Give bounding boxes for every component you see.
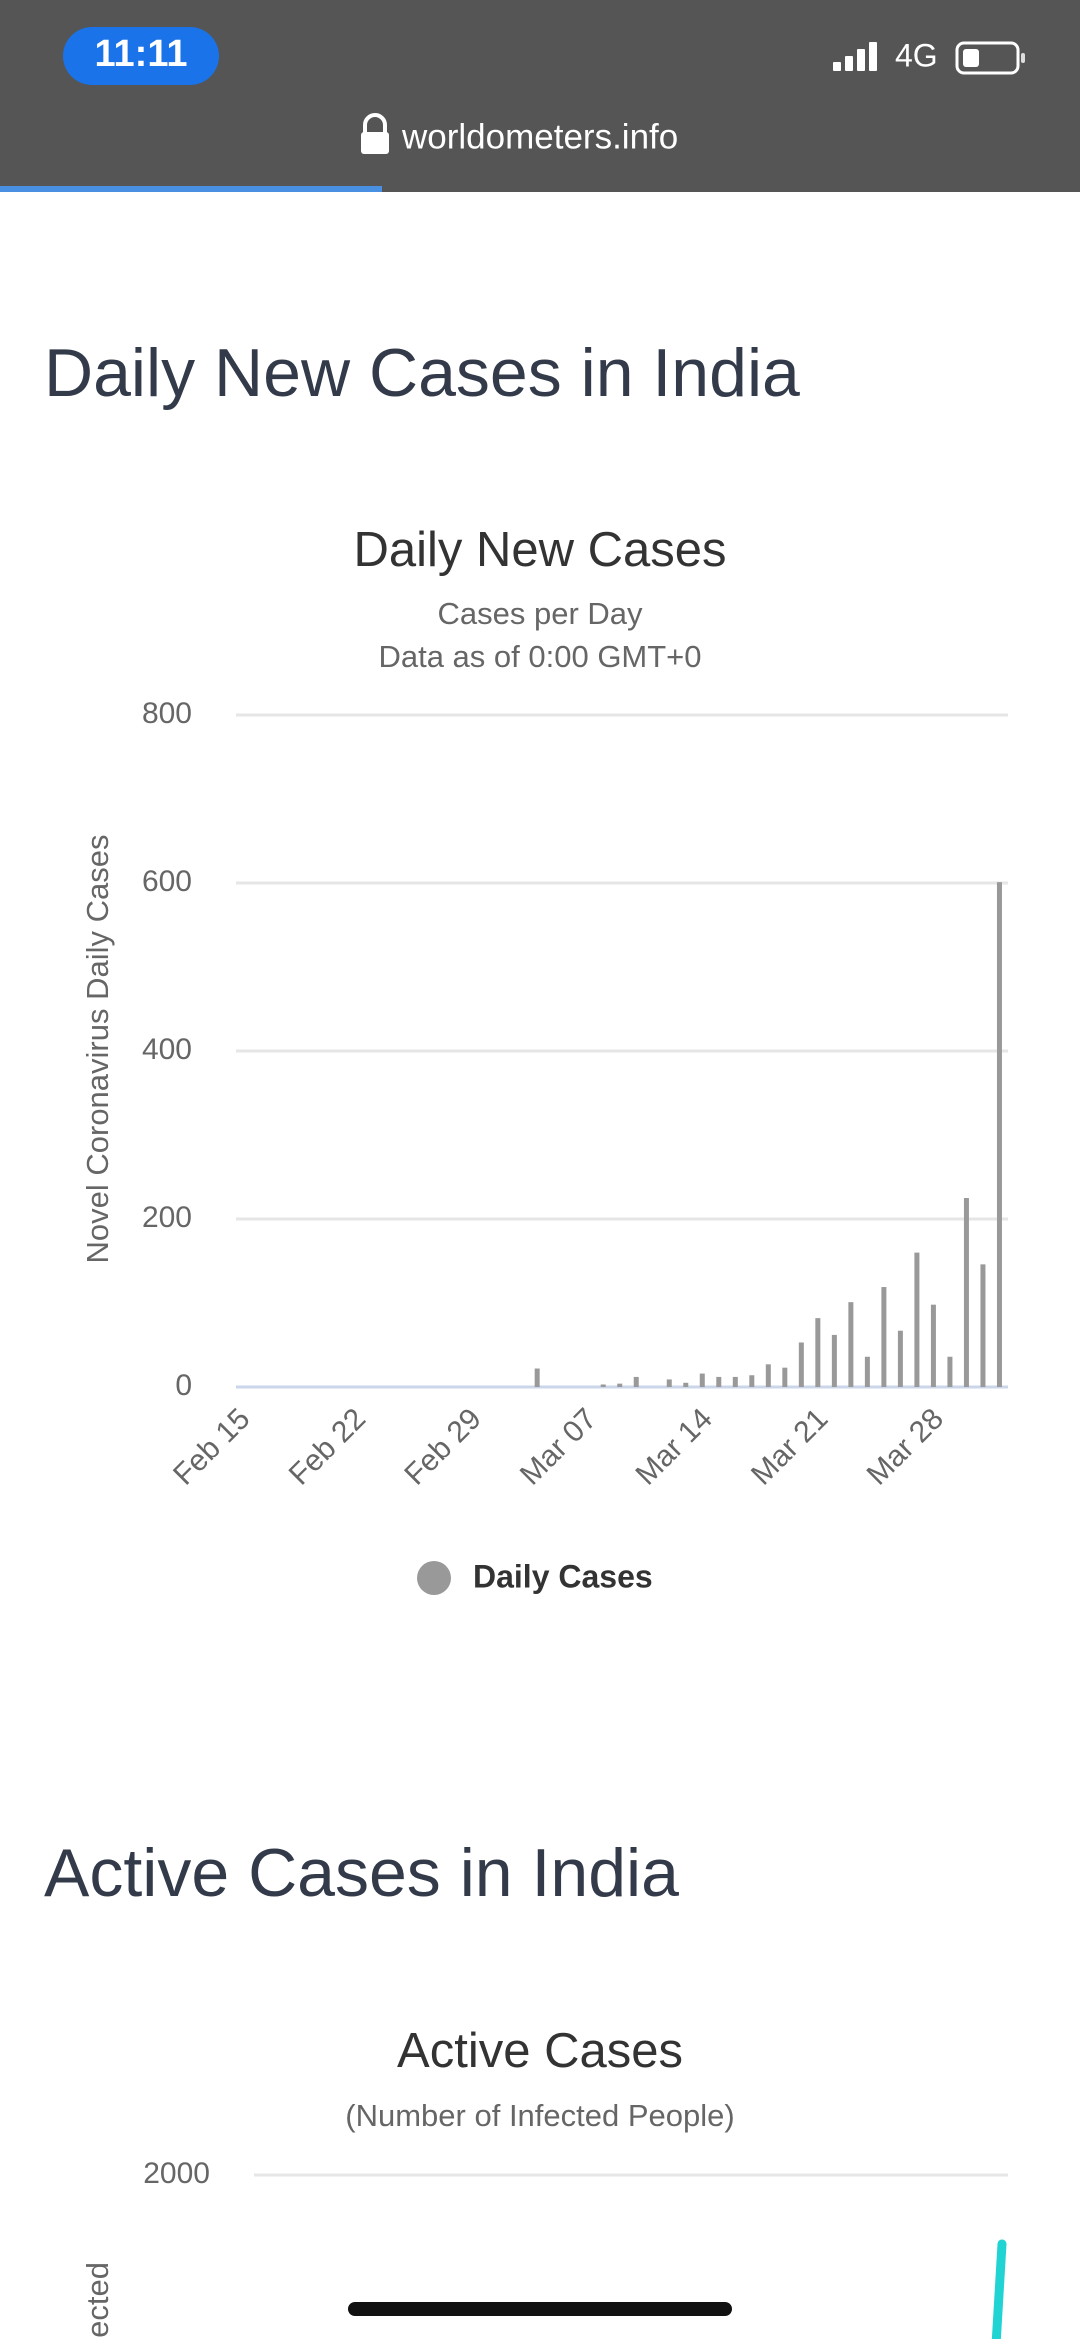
bar (798, 1342, 804, 1387)
y-tick-label: 400 (142, 1033, 192, 1066)
bar (782, 1367, 788, 1387)
bar (963, 1198, 969, 1387)
x-tick-label: Mar 07 (514, 1402, 603, 1491)
y-tick-label: 0 (175, 1369, 192, 1402)
bar (699, 1373, 705, 1387)
chart-title: Active Cases (397, 2024, 683, 2078)
bar (881, 1287, 887, 1387)
section-heading: Daily New Cases in India (44, 335, 800, 411)
bar (831, 1334, 837, 1387)
chart-subtitle: (Number of Infected People) (345, 2098, 734, 2133)
bar (600, 1384, 606, 1387)
x-tick-label: Mar 21 (745, 1402, 834, 1491)
time-pill (63, 27, 219, 85)
x-tick-label: Mar 14 (629, 1402, 718, 1491)
bar (914, 1252, 920, 1387)
legend-marker (417, 1561, 451, 1595)
url[interactable]: worldometers.info (401, 117, 678, 156)
chart-subtitle: Data as of 0:00 GMT+0 (378, 639, 701, 674)
y-tick-label: 200 (142, 1201, 192, 1234)
home-indicator (348, 2302, 732, 2316)
bar (633, 1376, 639, 1387)
x-tick-label: Feb 22 (283, 1402, 372, 1491)
signal-icon (833, 42, 877, 71)
y-tick-label: 2000 (143, 2157, 210, 2190)
bar (765, 1364, 771, 1387)
network-label: 4G (895, 37, 938, 73)
x-tick-label: Feb 29 (398, 1402, 487, 1491)
chart-subtitle: Cases per Day (437, 596, 643, 631)
y-tick-label: 600 (142, 865, 192, 898)
y-axis-label: ected (80, 2262, 115, 2338)
legend-label: Daily Cases (473, 1558, 653, 1594)
bar (732, 1376, 738, 1387)
bar (897, 1330, 903, 1387)
clock: 11:11 (95, 33, 188, 75)
bar (666, 1379, 672, 1387)
battery-icon (955, 41, 1025, 75)
chart: Daily New Cases Cases per Day Data as of 0… (80, 523, 1008, 1595)
load-progress (0, 186, 382, 192)
active-cases-line-fragment (991, 2239, 1007, 2339)
x-tick-label: Mar 28 (861, 1402, 950, 1491)
section-heading: Active Cases in India (44, 1835, 679, 1911)
chart-title: Daily New Cases (353, 523, 726, 577)
bar (930, 1304, 936, 1387)
bar (749, 1375, 755, 1387)
bar (947, 1356, 953, 1387)
x-tick-label: Feb 15 (167, 1402, 256, 1491)
bar (716, 1376, 722, 1387)
y-axis-label: Novel Coronavirus Daily Cases (80, 835, 115, 1264)
y-tick-label: 800 (142, 697, 192, 730)
bar (617, 1383, 623, 1387)
bar (815, 1318, 821, 1387)
bar (864, 1356, 870, 1387)
chart: Active Cases (Number of Infected People) 2… (80, 2024, 1008, 2338)
bar (534, 1368, 540, 1387)
lock-icon (361, 113, 389, 154)
bar (980, 1264, 986, 1387)
bar (996, 882, 1002, 1387)
bar (683, 1382, 689, 1387)
bar (848, 1302, 854, 1387)
